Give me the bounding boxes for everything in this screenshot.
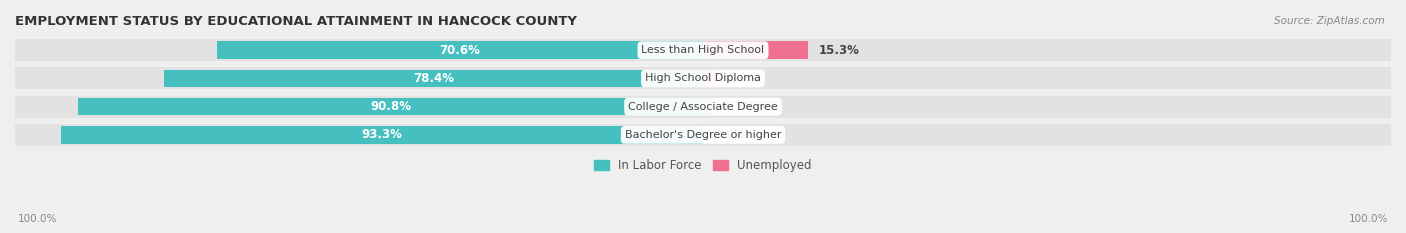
Bar: [703, 67, 1391, 89]
Text: 90.8%: 90.8%: [370, 100, 411, 113]
Text: Source: ZipAtlas.com: Source: ZipAtlas.com: [1274, 16, 1385, 26]
Text: 100.0%: 100.0%: [18, 214, 58, 224]
Bar: [60, 126, 703, 144]
Bar: [218, 41, 703, 59]
Text: 100.0%: 100.0%: [1348, 214, 1388, 224]
Legend: In Labor Force, Unemployed: In Labor Force, Unemployed: [589, 154, 817, 177]
Text: 0.0%: 0.0%: [713, 128, 747, 141]
Text: EMPLOYMENT STATUS BY EDUCATIONAL ATTAINMENT IN HANCOCK COUNTY: EMPLOYMENT STATUS BY EDUCATIONAL ATTAINM…: [15, 15, 576, 28]
Text: High School Diploma: High School Diploma: [645, 73, 761, 83]
Bar: [703, 124, 1391, 146]
Text: 15.3%: 15.3%: [818, 44, 859, 57]
Bar: [15, 67, 703, 89]
Bar: [703, 98, 711, 115]
Bar: [703, 70, 716, 87]
Bar: [15, 96, 703, 118]
Text: 70.6%: 70.6%: [440, 44, 481, 57]
Bar: [79, 98, 703, 115]
Text: 93.3%: 93.3%: [361, 128, 402, 141]
Text: Less than High School: Less than High School: [641, 45, 765, 55]
Bar: [703, 96, 1391, 118]
Text: Bachelor's Degree or higher: Bachelor's Degree or higher: [624, 130, 782, 140]
Bar: [703, 39, 1391, 61]
Bar: [15, 39, 703, 61]
Bar: [703, 41, 808, 59]
Text: 78.4%: 78.4%: [413, 72, 454, 85]
Text: 1.9%: 1.9%: [727, 72, 759, 85]
Bar: [163, 70, 703, 87]
Bar: [15, 124, 703, 146]
Text: College / Associate Degree: College / Associate Degree: [628, 102, 778, 112]
Text: 1.3%: 1.3%: [723, 100, 755, 113]
